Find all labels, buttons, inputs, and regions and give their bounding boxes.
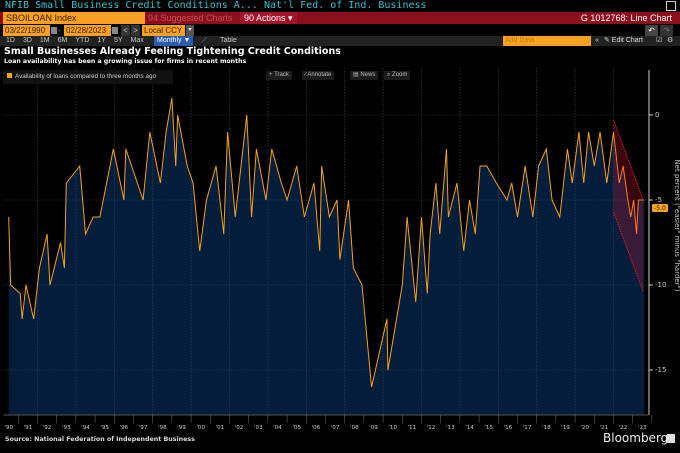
range-ytd[interactable]: YTD: [75, 37, 90, 44]
area-fill: [8, 98, 645, 415]
chart-id: G 1012768: Line Chart: [580, 13, 672, 23]
frequency-select[interactable]: Monthly ▼: [154, 36, 194, 46]
end-date-input[interactable]: 02/28/2023: [64, 25, 111, 36]
x-tick-label: '98: [158, 425, 167, 431]
trend-line: [613, 119, 644, 201]
x-tick-label: '12: [427, 425, 436, 431]
add-data-input[interactable]: Add Data: [503, 36, 591, 46]
range-1d[interactable]: 1D: [6, 37, 15, 44]
bloomberg-logo-icon: [667, 434, 675, 443]
x-tick-label: '08: [350, 425, 359, 431]
x-tick-label: '19: [561, 425, 570, 431]
gear-icon[interactable]: ⚙: [667, 37, 674, 44]
y-tick-label: 0: [655, 111, 659, 119]
checkbox-icon[interactable]: ☑: [656, 37, 663, 44]
x-tick-label: '90: [4, 425, 13, 431]
trend-line: [613, 211, 644, 292]
x-tick-label: '13: [446, 425, 455, 431]
x-tick-label: '02: [235, 425, 244, 431]
x-tick-label: '10: [388, 425, 397, 431]
edit-chart-button[interactable]: ✎ Edit Chart: [604, 37, 643, 44]
y-tick-label: -15: [655, 366, 666, 374]
legend: Availability of loans compared to three …: [3, 70, 173, 84]
actions-button[interactable]: 90 Actions ▾: [240, 12, 297, 24]
x-tick-label: '15: [484, 425, 493, 431]
x-tick-label: '18: [542, 425, 551, 431]
x-tick-label: '21: [600, 425, 609, 431]
x-tick-label: '94: [81, 425, 90, 431]
range-max[interactable]: Max: [130, 37, 144, 44]
annotate-button[interactable]: ∕ Annotate: [302, 71, 335, 80]
date-separator: -: [58, 26, 61, 35]
last-value-label: -5.0: [654, 205, 666, 212]
news-button[interactable]: ▤ News: [350, 71, 379, 80]
x-tick-label: '01: [216, 425, 225, 431]
y-axis-label: Net percent ("easier" minus "harder"): [673, 159, 680, 291]
x-tick-label: '05: [292, 425, 301, 431]
ticker-field[interactable]: SBOILOAN Index: [3, 12, 145, 24]
range-1m[interactable]: 1M: [39, 37, 50, 44]
x-tick-label: '99: [177, 425, 186, 431]
x-tick-label: '23: [638, 425, 647, 431]
zoom-button[interactable]: ⌕ Zoom: [384, 71, 411, 80]
legend-swatch: [7, 73, 12, 78]
next-period-button[interactable]: >: [131, 25, 140, 36]
x-tick-label: '09: [369, 425, 378, 431]
collapse-button[interactable]: «: [595, 37, 599, 44]
chart-type-icon[interactable]: ⟋: [202, 37, 207, 44]
last-value-badge: [652, 204, 668, 212]
x-tick-label: '11: [408, 425, 417, 431]
x-tick-label: '22: [619, 425, 628, 431]
chart-title: Small Businesses Already Feeling Tighten…: [4, 46, 341, 57]
x-tick-label: '17: [523, 425, 532, 431]
prev-period-button[interactable]: <: [121, 25, 130, 36]
range-toolbar: 1D 3D 1M 6M YTD 1Y 5Y Max Monthly ▼ ⟋ Table Add…: [0, 36, 680, 46]
x-tick-label: '06: [312, 425, 321, 431]
date-bar: 03/22/1990 - 02/28/2023 < > Local CCY ▾ …: [0, 25, 680, 36]
start-date-input[interactable]: 03/22/1990: [3, 25, 50, 36]
chart-subtitle: Loan availability has been a growing iss…: [4, 58, 247, 65]
command-bar: SBOILOAN Index 94 Suggested Charts 90 Ac…: [0, 12, 680, 24]
legend-label: Availability of loans compared to three …: [15, 73, 156, 80]
x-tick-label: '16: [504, 425, 513, 431]
suggested-charts-button[interactable]: 94 Suggested Charts: [148, 13, 233, 23]
undo-icon[interactable]: ↶: [645, 25, 658, 36]
x-tick-label: '92: [43, 425, 52, 431]
range-6m[interactable]: 6M: [57, 37, 68, 44]
calendar-icon[interactable]: [51, 27, 57, 34]
source-note: Source: National Federation of Independe…: [5, 436, 195, 443]
window-title-bar: NFIB Small Business Credit Conditions A.…: [0, 0, 680, 12]
x-tick-label: '97: [139, 425, 148, 431]
range-1y[interactable]: 1Y: [97, 37, 106, 44]
popout-icon[interactable]: [666, 1, 676, 11]
bloomberg-logo: Bloomberg: [603, 431, 669, 445]
x-tick-label: '96: [120, 425, 129, 431]
track-button[interactable]: + Track: [266, 71, 292, 80]
y-tick-label: -10: [655, 281, 666, 289]
x-tick-label: '07: [331, 425, 340, 431]
x-tick-label: '00: [196, 425, 205, 431]
range-5y[interactable]: 5Y: [113, 37, 123, 44]
x-tick-label: '95: [100, 425, 109, 431]
x-tick-label: '04: [273, 425, 282, 431]
x-tick-label: '14: [465, 425, 474, 431]
chevron-down-icon[interactable]: ▾: [186, 25, 194, 36]
currency-select[interactable]: Local CCY: [142, 25, 185, 36]
table-button[interactable]: Table: [220, 37, 237, 44]
redo-icon[interactable]: ↷: [660, 25, 673, 36]
calendar-icon[interactable]: [112, 27, 118, 34]
x-tick-label: '03: [254, 425, 263, 431]
range-tabs: 1D 3D 1M 6M YTD 1Y 5Y Max: [2, 36, 148, 46]
security-title: NFIB Small Business Credit Conditions A.…: [5, 0, 258, 11]
x-tick-label: '91: [24, 425, 33, 431]
security-source: Nat'l Fed. of Ind. Business: [264, 0, 427, 11]
y-tick-label: -5: [655, 196, 662, 204]
x-tick-label: '20: [580, 425, 589, 431]
x-tick-label: '93: [62, 425, 71, 431]
trend-channel-fill: [613, 120, 644, 292]
range-3d[interactable]: 3D: [22, 37, 32, 44]
series-line: [8, 97, 645, 388]
